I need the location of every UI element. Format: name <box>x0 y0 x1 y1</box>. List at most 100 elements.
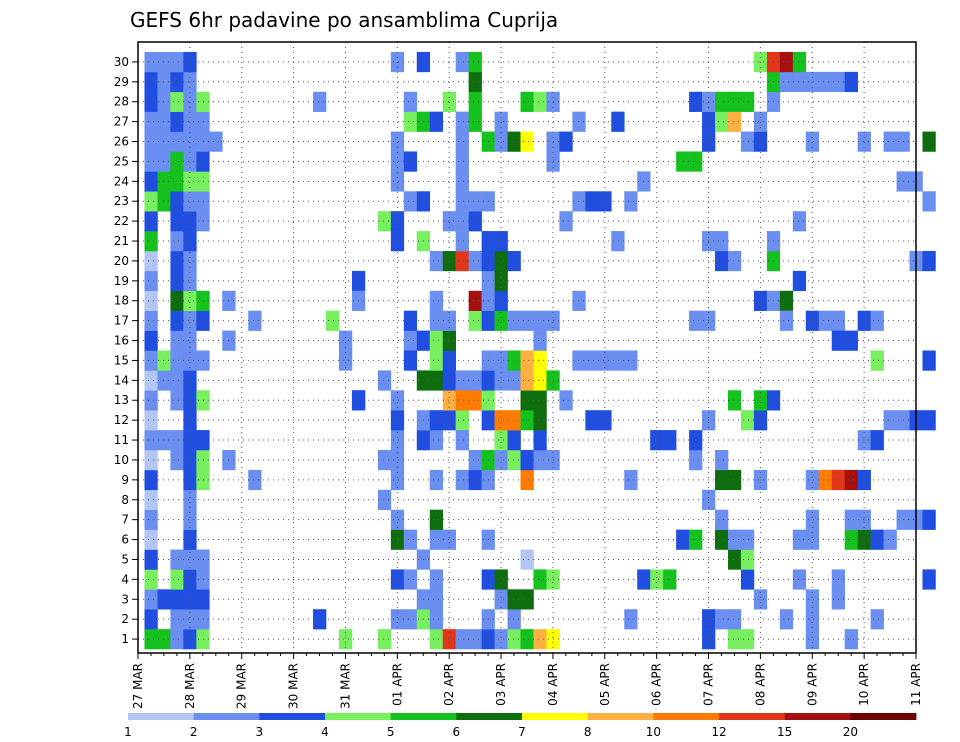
y-tick-label: 9 <box>121 473 129 487</box>
heatmap-cell <box>844 629 858 650</box>
heatmap-cell <box>715 111 729 132</box>
heatmap-cell <box>533 330 547 351</box>
heatmap-cell <box>403 350 418 371</box>
heatmap-cell <box>753 469 768 491</box>
heatmap-cell <box>805 469 820 491</box>
heatmap-cell <box>727 629 742 650</box>
heatmap-cell <box>196 350 210 371</box>
heatmap-cell <box>196 131 210 152</box>
heatmap-cell <box>429 350 444 371</box>
heatmap-cell <box>429 111 444 132</box>
heatmap-cell <box>429 609 444 630</box>
heatmap-cell <box>196 549 210 570</box>
heatmap-cell <box>792 51 807 73</box>
heatmap-cell <box>468 91 482 112</box>
heatmap-cell <box>196 111 210 132</box>
heatmap-cell <box>157 629 171 650</box>
heatmap-cell <box>805 609 820 630</box>
heatmap-cell <box>170 51 184 73</box>
heatmap-cell <box>196 91 210 112</box>
heatmap-cell <box>170 270 184 292</box>
heatmap-cell <box>585 191 599 212</box>
colorbar-swatch <box>193 713 260 720</box>
heatmap-cell <box>520 410 534 431</box>
heatmap-cell <box>170 390 184 411</box>
heatmap-cell <box>494 629 508 650</box>
y-tick-label: 1 <box>121 632 129 646</box>
x-tick-label: 02 APR <box>442 663 456 706</box>
heatmap-cell <box>183 390 197 411</box>
heatmap-cell <box>533 350 547 371</box>
heatmap-cell <box>805 529 820 550</box>
heatmap-cell <box>183 529 197 550</box>
heatmap-cell <box>144 51 158 73</box>
heatmap-cell <box>715 231 729 252</box>
heatmap-cell <box>792 71 807 93</box>
heatmap-cell <box>455 410 469 431</box>
heatmap-cell <box>870 430 884 451</box>
heatmap-cell <box>429 629 444 650</box>
heatmap-cell <box>844 71 858 93</box>
heatmap-cell <box>196 390 210 411</box>
heatmap-cell <box>170 330 184 351</box>
heatmap-cell <box>183 310 197 331</box>
heatmap-cell <box>753 131 768 152</box>
heatmap-cell <box>533 569 547 590</box>
heatmap-cell <box>468 211 482 232</box>
x-tick-label: 28 MAR <box>183 663 197 709</box>
colorbar-label: 1 <box>124 725 132 739</box>
heatmap-cell <box>144 529 158 550</box>
heatmap-cell <box>157 51 171 73</box>
heatmap-cell <box>144 131 158 152</box>
heatmap-cell <box>183 71 197 93</box>
heatmap-cell <box>170 151 184 172</box>
heatmap-cell <box>390 410 405 431</box>
heatmap-cell <box>494 290 508 311</box>
heatmap-cell <box>390 509 405 530</box>
y-tick-label: 6 <box>121 533 129 547</box>
heatmap-cell <box>183 171 197 192</box>
heatmap-cell <box>533 370 547 391</box>
heatmap-cell <box>170 549 184 570</box>
heatmap-cell <box>857 430 871 451</box>
heatmap-cell <box>689 310 703 331</box>
heatmap-cell <box>144 549 158 570</box>
heatmap-cell <box>144 589 158 610</box>
heatmap-cell <box>144 350 158 371</box>
heatmap-cell <box>144 171 158 192</box>
heatmap-cell <box>455 469 469 491</box>
heatmap-cell <box>429 430 444 451</box>
heatmap-cell <box>572 290 586 311</box>
heatmap-cell <box>740 91 755 112</box>
heatmap-cell <box>170 191 184 212</box>
heatmap-cell <box>533 410 547 431</box>
heatmap-cell <box>520 549 534 570</box>
heatmap-cell <box>390 450 405 471</box>
heatmap-cell <box>779 310 794 331</box>
heatmap-cell <box>326 310 340 331</box>
heatmap-cell <box>144 250 158 272</box>
heatmap-cell <box>183 629 197 650</box>
heatmap-cell <box>183 151 197 172</box>
x-tick-label: 01 APR <box>390 663 404 706</box>
x-tick-label: 05 APR <box>598 663 612 706</box>
heatmap-cell <box>533 310 547 331</box>
y-tick-label: 15 <box>114 353 129 367</box>
heatmap-cell <box>196 589 210 610</box>
y-tick-label: 22 <box>114 214 129 228</box>
y-tick-label: 11 <box>114 433 129 447</box>
heatmap-cell <box>727 529 742 550</box>
heatmap-cell <box>183 350 197 371</box>
x-tick-label: 09 APR <box>805 663 819 706</box>
heatmap-cell <box>144 509 158 530</box>
heatmap-cell <box>377 489 392 510</box>
heatmap-cell <box>922 131 936 152</box>
heatmap-cell <box>494 410 508 431</box>
heatmap-cell <box>715 469 729 491</box>
heatmap-cell <box>689 91 703 112</box>
heatmap-cell <box>429 569 444 590</box>
y-tick-label: 21 <box>114 234 129 248</box>
heatmap-cell <box>429 410 444 431</box>
heatmap-cell <box>715 91 729 112</box>
heatmap-cell <box>494 310 508 331</box>
